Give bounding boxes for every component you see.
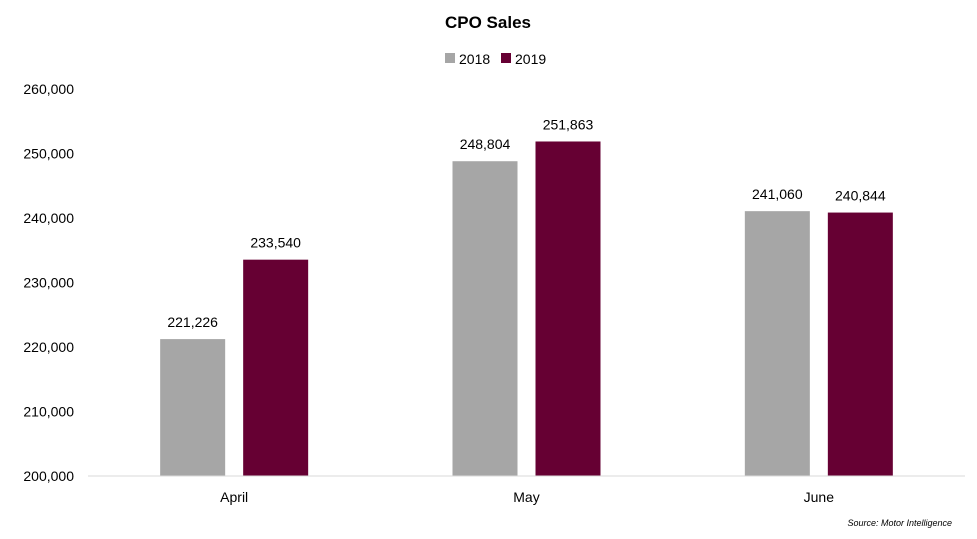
y-tick-label: 200,000 xyxy=(23,468,74,484)
y-tick-label: 220,000 xyxy=(23,339,74,355)
x-tick-label-may: May xyxy=(513,489,539,505)
y-tick-label: 210,000 xyxy=(23,404,74,420)
chart-title: CPO Sales xyxy=(445,13,531,32)
source-note: Source: Motor Intelligence xyxy=(847,518,952,528)
bar-2019-april xyxy=(243,259,309,476)
legend: 2018 2019 xyxy=(445,51,546,67)
data-label-2018-may: 248,804 xyxy=(460,136,511,152)
bar-2018-may xyxy=(452,161,518,476)
legend-swatch-2018 xyxy=(445,53,455,63)
y-axis: 200,000 210,000 220,000 230,000 240,000 250,0… xyxy=(23,81,74,484)
x-tick-label-june: June xyxy=(804,489,835,505)
data-labels: 221,226 233,540 248,804 251,863 241,060 240,8… xyxy=(167,116,885,330)
bar-2018-april xyxy=(160,339,226,476)
y-tick-label: 260,000 xyxy=(23,81,74,97)
y-tick-label: 250,000 xyxy=(23,146,74,162)
bar-2018-june xyxy=(744,211,810,476)
bar-2019-june xyxy=(827,212,893,476)
data-label-2018-june: 241,060 xyxy=(752,186,803,202)
data-label-2018-april: 221,226 xyxy=(167,314,218,330)
y-tick-label: 230,000 xyxy=(23,275,74,291)
y-tick-label: 240,000 xyxy=(23,210,74,226)
data-label-2019-april: 233,540 xyxy=(250,235,301,251)
legend-label-2018: 2018 xyxy=(459,51,490,67)
x-tick-label-april: April xyxy=(220,489,248,505)
bar-2019-may xyxy=(535,141,601,476)
legend-swatch-2019 xyxy=(501,53,511,63)
legend-label-2019: 2019 xyxy=(515,51,546,67)
bars xyxy=(160,141,893,476)
x-axis: April May June xyxy=(220,489,834,505)
data-label-2019-may: 251,863 xyxy=(543,116,594,132)
data-label-2019-june: 240,844 xyxy=(835,188,886,204)
